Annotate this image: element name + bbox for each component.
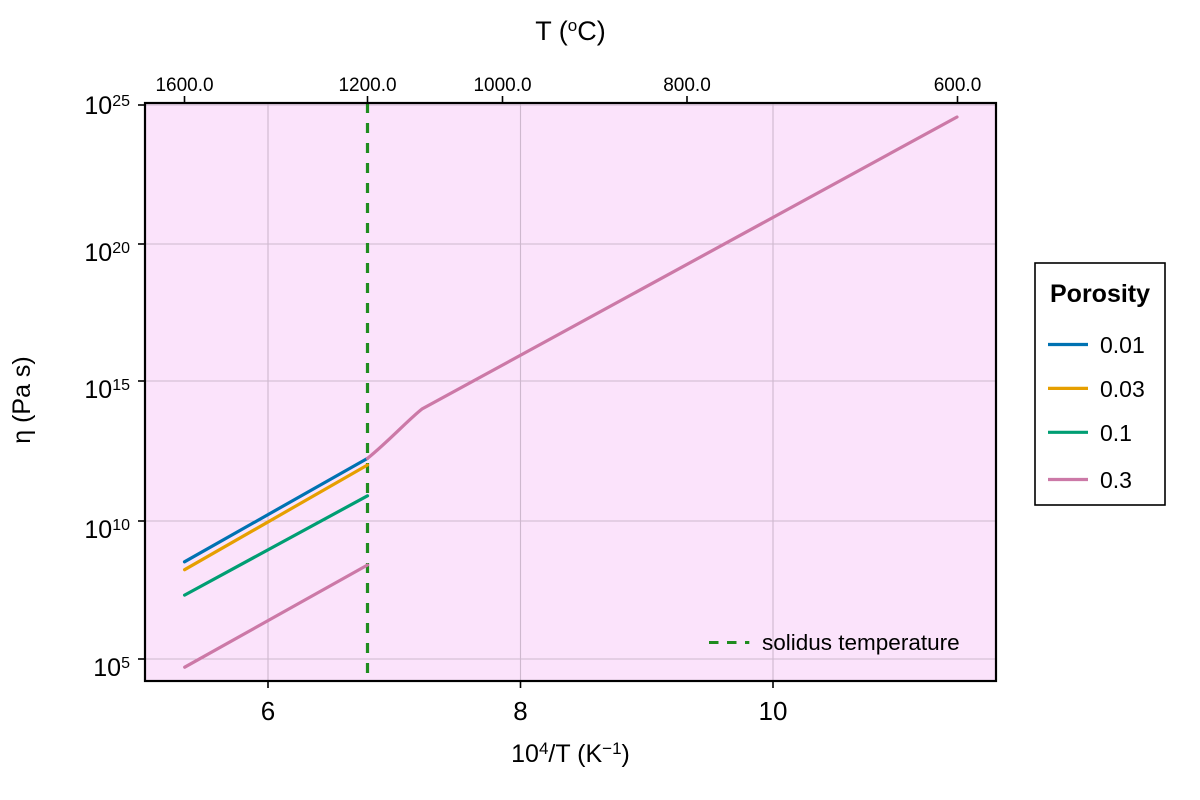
svg-text:6: 6 <box>261 696 275 726</box>
svg-text:104/T (K−1): 104/T (K−1) <box>511 739 630 768</box>
svg-text:1200.0: 1200.0 <box>338 75 396 96</box>
svg-text:600.0: 600.0 <box>934 75 982 96</box>
svg-text:1010: 1010 <box>84 516 130 544</box>
svg-text:800.0: 800.0 <box>663 75 711 96</box>
svg-text:10: 10 <box>759 696 788 726</box>
svg-text:1025: 1025 <box>84 92 130 120</box>
svg-text:Porosity: Porosity <box>1050 280 1150 308</box>
svg-text:8: 8 <box>513 696 527 726</box>
svg-text:1020: 1020 <box>84 239 130 267</box>
svg-text:1015: 1015 <box>84 376 130 404</box>
svg-text:T (oC): T (oC) <box>535 16 605 46</box>
svg-text:1000.0: 1000.0 <box>473 75 531 96</box>
svg-text:solidus temperature: solidus temperature <box>762 630 960 655</box>
svg-text:0.3: 0.3 <box>1100 467 1132 493</box>
svg-text:0.1: 0.1 <box>1100 420 1132 446</box>
svg-text:0.03: 0.03 <box>1100 376 1145 402</box>
svg-text:1600.0: 1600.0 <box>155 75 213 96</box>
svg-text:0.01: 0.01 <box>1100 332 1145 358</box>
svg-text:η (Pa s): η (Pa s) <box>8 356 36 444</box>
svg-text:105: 105 <box>93 654 130 682</box>
